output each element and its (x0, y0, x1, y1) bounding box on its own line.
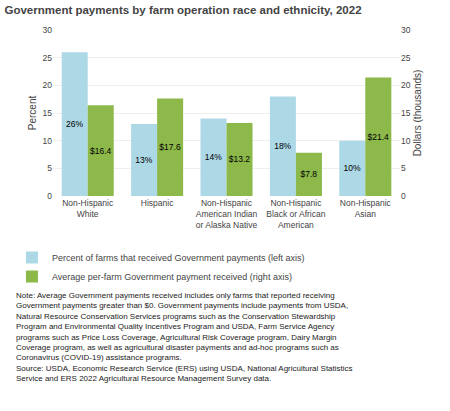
svg-text:$13.2: $13.2 (229, 154, 251, 164)
svg-text:Non-HispanicAsian: Non-HispanicAsian (340, 198, 392, 219)
svg-text:14%: 14% (205, 152, 222, 162)
svg-text:10: 10 (401, 136, 411, 146)
svg-text:Hispanic: Hispanic (141, 198, 174, 208)
svg-text:Percent of farms that received: Percent of farms that received Governmen… (52, 253, 305, 263)
svg-text:$16.4: $16.4 (90, 146, 112, 156)
svg-text:Non-HispanicBlack or AfricanAm: Non-HispanicBlack or AfricanAmerican (266, 198, 325, 230)
svg-text:Note: Average Government payme: Note: Average Government payments receiv… (16, 291, 353, 383)
svg-text:0: 0 (47, 191, 52, 201)
svg-text:Dollars (thousands): Dollars (thousands) (412, 70, 423, 157)
svg-text:Non-HispanicWhite: Non-HispanicWhite (62, 198, 114, 219)
svg-text:$7.8: $7.8 (301, 169, 318, 179)
svg-text:$17.6: $17.6 (159, 142, 181, 152)
svg-text:$21.4: $21.4 (368, 132, 390, 142)
svg-text:13%: 13% (135, 155, 152, 165)
svg-text:30: 30 (401, 25, 411, 35)
svg-text:25: 25 (43, 53, 53, 63)
svg-text:26%: 26% (66, 119, 83, 129)
svg-text:Average per-farm Government pa: Average per-farm Government payment rece… (52, 272, 292, 282)
svg-text:15: 15 (43, 108, 53, 118)
svg-text:18%: 18% (274, 141, 291, 151)
svg-text:10: 10 (43, 136, 53, 146)
svg-text:5: 5 (47, 163, 52, 173)
svg-text:Percent: Percent (27, 96, 38, 131)
svg-text:Non-HispanicAmerican Indianor: Non-HispanicAmerican Indianor Alaska Nat… (196, 198, 258, 230)
svg-text:25: 25 (401, 53, 411, 63)
svg-text:Government payments by farm op: Government payments by farm operation ra… (5, 4, 362, 16)
svg-text:20: 20 (401, 80, 411, 90)
svg-text:5: 5 (401, 163, 406, 173)
svg-text:10%: 10% (344, 163, 361, 173)
svg-text:30: 30 (43, 25, 53, 35)
svg-text:0: 0 (401, 191, 406, 201)
svg-text:20: 20 (43, 80, 53, 90)
svg-text:15: 15 (401, 108, 411, 118)
